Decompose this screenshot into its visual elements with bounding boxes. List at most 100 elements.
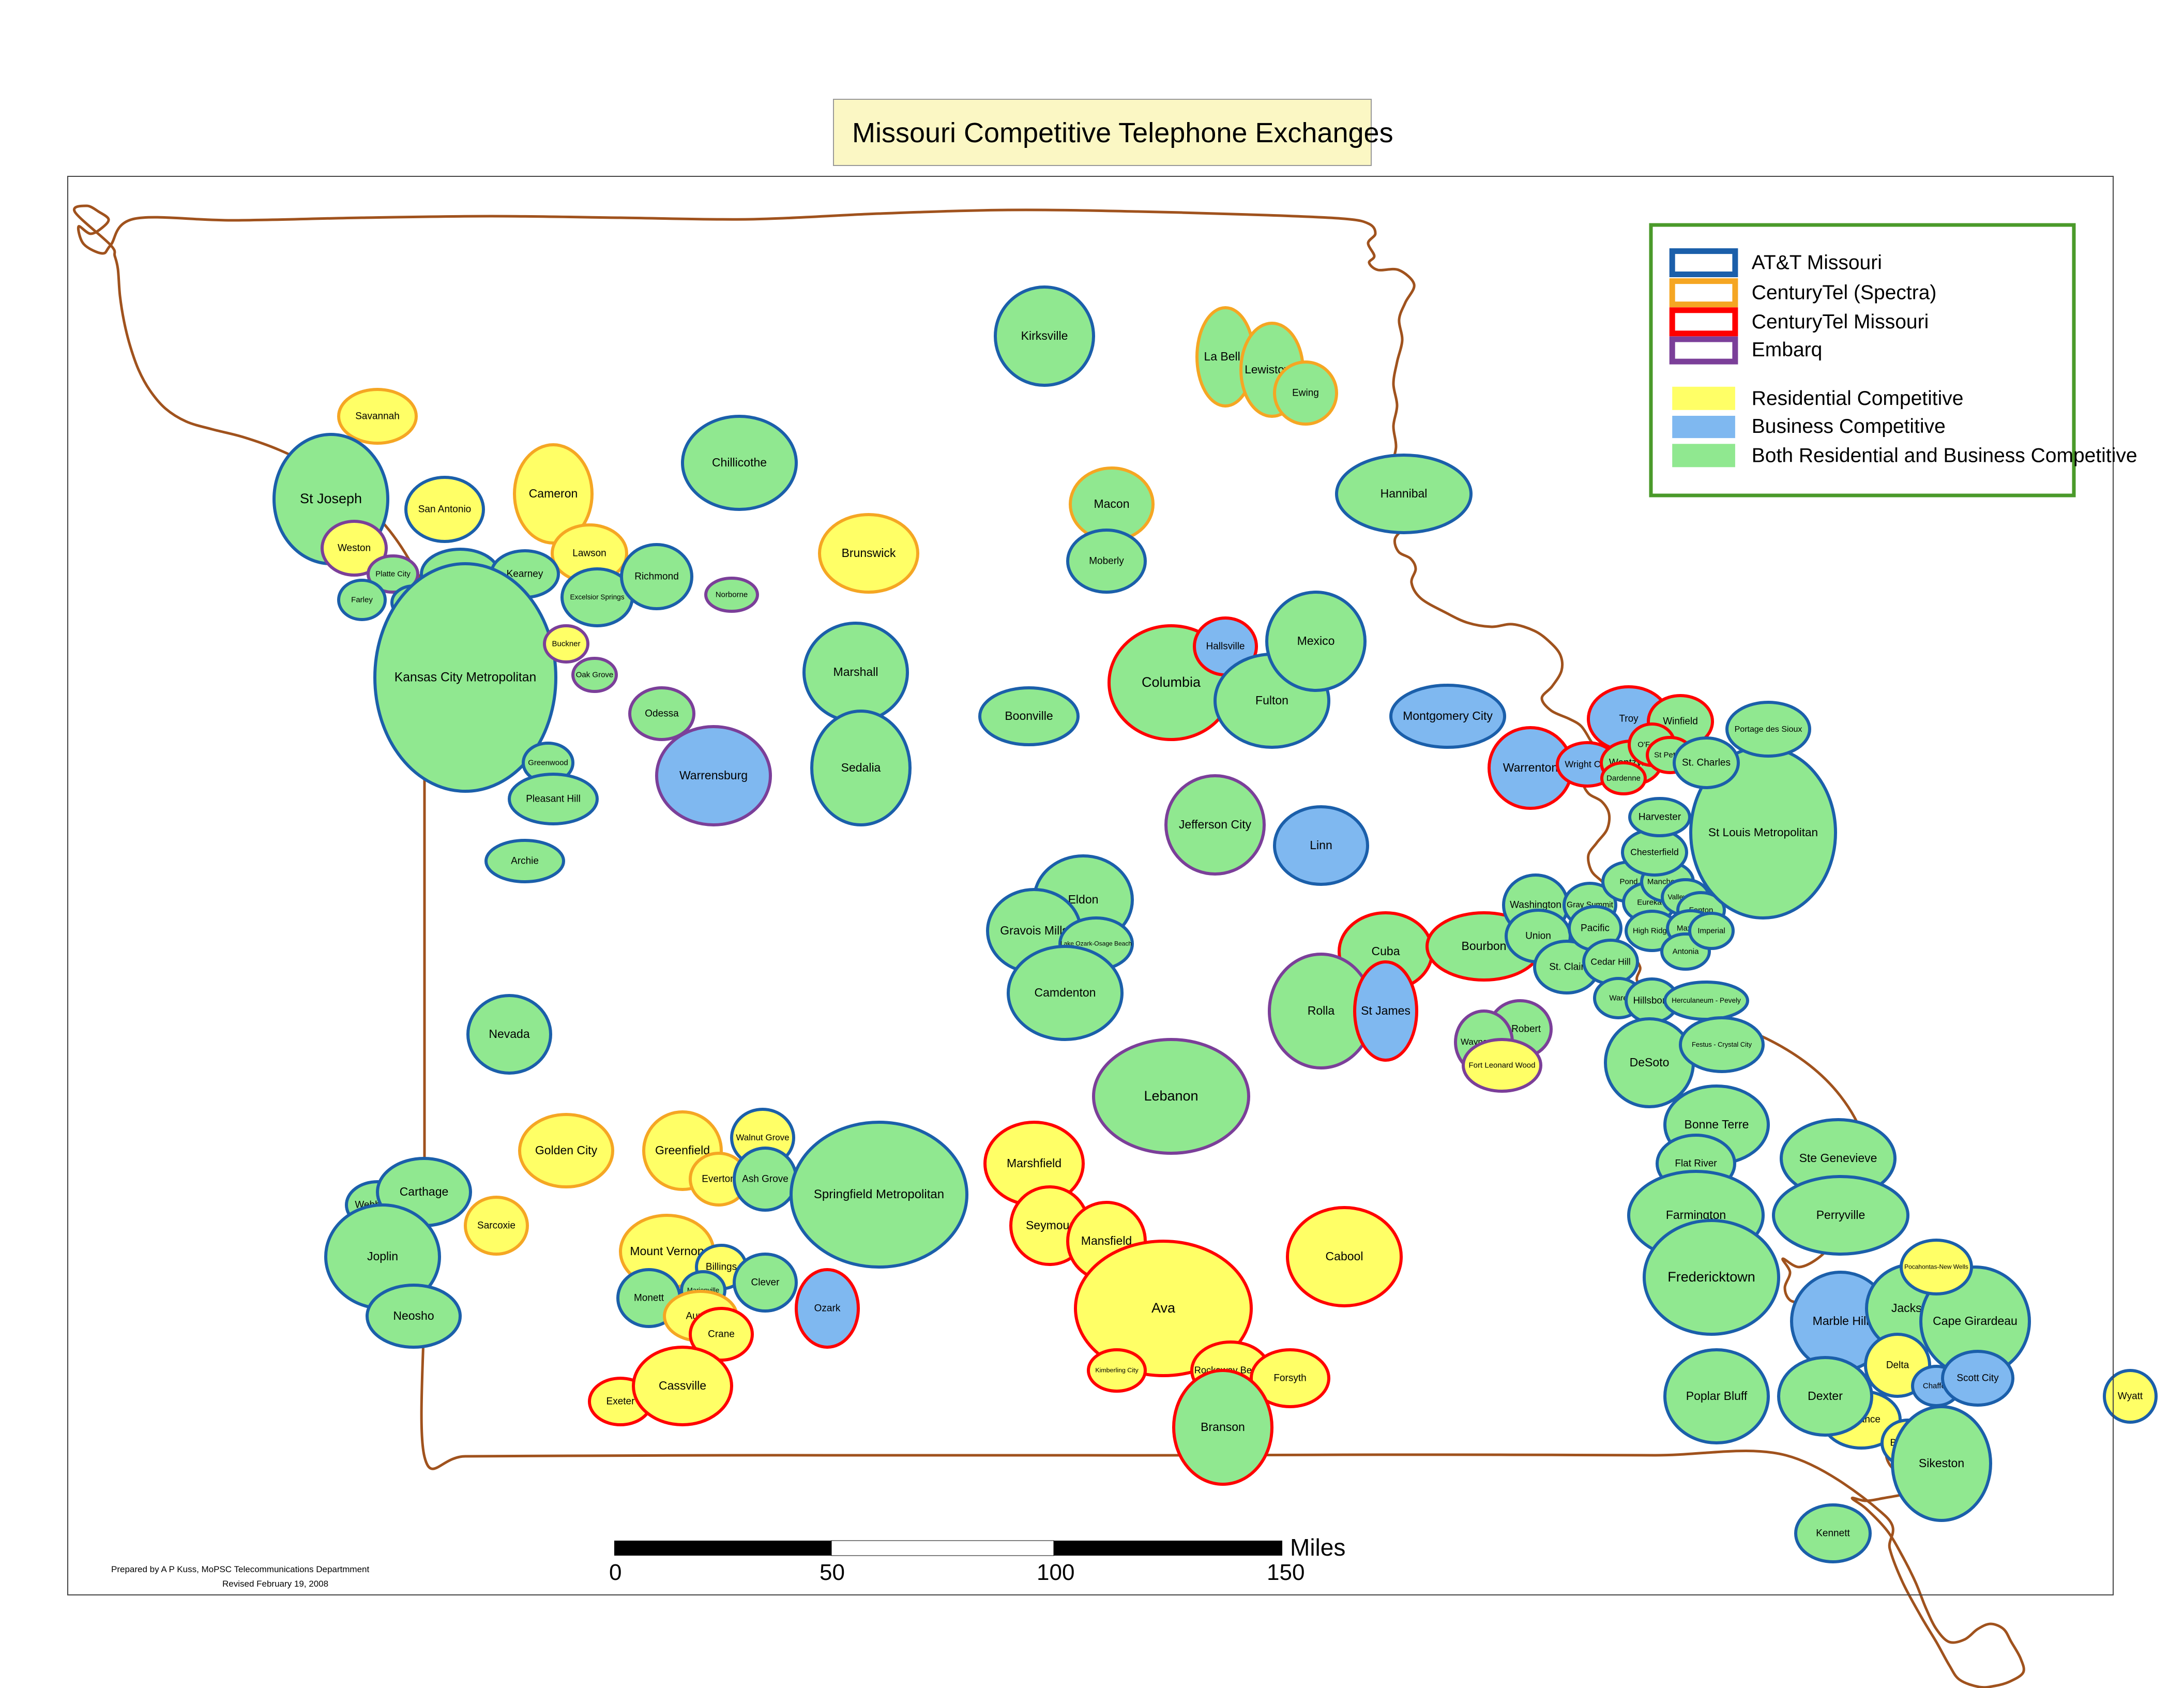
svg-text:Crane: Crane <box>708 1329 735 1340</box>
svg-text:Marshall: Marshall <box>833 665 878 679</box>
svg-text:Jefferson City: Jefferson City <box>1179 818 1252 831</box>
svg-text:Kennett: Kennett <box>1816 1528 1850 1539</box>
svg-text:Rolla: Rolla <box>1308 1004 1335 1017</box>
svg-text:50: 50 <box>820 1560 845 1585</box>
svg-text:Cabool: Cabool <box>1326 1249 1363 1263</box>
svg-text:Lebanon: Lebanon <box>1144 1088 1198 1104</box>
svg-text:Boonville: Boonville <box>1005 709 1053 722</box>
svg-text:Oak Grove: Oak Grove <box>576 671 614 680</box>
svg-text:Scott City: Scott City <box>1957 1373 1999 1384</box>
svg-text:AT&T Missouri: AT&T Missouri <box>1752 252 1882 274</box>
svg-text:High Ridge: High Ridge <box>1633 927 1671 936</box>
svg-text:Imperial: Imperial <box>1697 927 1725 936</box>
svg-text:Richmond: Richmond <box>634 571 679 582</box>
svg-text:Monett: Monett <box>634 1293 664 1304</box>
svg-text:Columbia: Columbia <box>1142 674 1201 690</box>
svg-text:Clever: Clever <box>751 1277 780 1288</box>
svg-text:Montgomery City: Montgomery City <box>1403 709 1493 722</box>
svg-text:Pacific: Pacific <box>1581 923 1610 934</box>
svg-text:Flat River: Flat River <box>1675 1158 1717 1169</box>
svg-text:Poplar Bluff: Poplar Bluff <box>1686 1389 1748 1403</box>
svg-text:Kansas City Metropolitan: Kansas City Metropolitan <box>395 670 536 684</box>
svg-text:St Louis Metropolitan: St Louis Metropolitan <box>1708 826 1818 839</box>
svg-text:DeSoto: DeSoto <box>1630 1056 1670 1069</box>
svg-text:Cuba: Cuba <box>1372 944 1400 958</box>
svg-text:Delta: Delta <box>1886 1360 1909 1371</box>
svg-text:Buckner: Buckner <box>552 640 580 649</box>
svg-text:Odessa: Odessa <box>645 709 679 719</box>
svg-text:Moberly: Moberly <box>1089 556 1124 567</box>
svg-text:Union: Union <box>1525 931 1551 942</box>
svg-text:Winfield: Winfield <box>1663 716 1698 727</box>
svg-text:Kirksville: Kirksville <box>1021 329 1068 342</box>
svg-text:0: 0 <box>609 1560 621 1585</box>
svg-text:Ewing: Ewing <box>1292 388 1319 399</box>
svg-text:Sarcoxie: Sarcoxie <box>477 1220 515 1231</box>
svg-text:CenturyTel (Spectra): CenturyTel (Spectra) <box>1752 282 1937 304</box>
svg-text:Business Competitive: Business Competitive <box>1752 415 1946 438</box>
svg-text:Bourbon: Bourbon <box>1462 939 1507 953</box>
svg-text:Cameron: Cameron <box>529 487 578 500</box>
svg-text:Ash Grove: Ash Grove <box>742 1174 788 1185</box>
svg-text:Antonia: Antonia <box>1673 947 1700 956</box>
svg-text:Residential Competitive: Residential Competitive <box>1752 387 1964 410</box>
svg-text:Portage des Sioux: Portage des Sioux <box>1735 725 1802 734</box>
svg-text:Lawson: Lawson <box>572 548 606 559</box>
svg-text:Savannah: Savannah <box>355 411 400 422</box>
svg-text:Mount Vernon: Mount Vernon <box>630 1244 704 1258</box>
svg-text:Brunswick: Brunswick <box>842 546 896 560</box>
svg-text:Golden City: Golden City <box>535 1143 598 1157</box>
svg-text:Pocahontas-New Wells: Pocahontas-New Wells <box>1904 1263 1968 1271</box>
svg-text:Warrenton: Warrenton <box>1503 761 1558 774</box>
svg-text:Farley: Farley <box>351 596 373 605</box>
svg-text:Marble Hill: Marble Hill <box>1813 1314 1869 1328</box>
svg-text:St. Charles: St. Charles <box>1682 758 1731 768</box>
svg-text:Excelsior Springs: Excelsior Springs <box>570 593 624 601</box>
svg-text:Missouri Competitive Telephone: Missouri Competitive Telephone Exchanges <box>852 117 1393 148</box>
svg-text:San Antonio: San Antonio <box>418 504 471 515</box>
svg-text:Springfield Metropolitan: Springfield Metropolitan <box>814 1187 944 1201</box>
svg-text:Exeter: Exeter <box>606 1396 635 1407</box>
svg-text:Herculaneum - Pevely: Herculaneum - Pevely <box>1672 997 1741 1004</box>
svg-text:Ozark: Ozark <box>814 1303 841 1314</box>
svg-text:Harvester: Harvester <box>1639 812 1681 823</box>
svg-text:Both Residential and Business: Both Residential and Business Competitiv… <box>1752 444 2137 466</box>
svg-text:Hallsville: Hallsville <box>1206 641 1245 652</box>
svg-text:Warrensburg: Warrensburg <box>679 768 748 782</box>
svg-text:Weston: Weston <box>338 543 371 554</box>
svg-text:Troy: Troy <box>1619 714 1639 725</box>
svg-text:Cassville: Cassville <box>659 1379 706 1392</box>
svg-text:Dexter: Dexter <box>1808 1389 1843 1403</box>
svg-text:Dardenne: Dardenne <box>1606 774 1641 783</box>
svg-text:Gravois Mills: Gravois Mills <box>1000 924 1068 937</box>
svg-text:Joplin: Joplin <box>367 1249 398 1263</box>
svg-text:Pleasant Hill: Pleasant Hill <box>526 794 581 805</box>
svg-text:150: 150 <box>1267 1560 1305 1585</box>
svg-text:Platte City: Platte City <box>375 570 411 578</box>
svg-text:Archie: Archie <box>511 856 539 867</box>
svg-text:Marshfield: Marshfield <box>1007 1156 1061 1170</box>
svg-text:Seymour: Seymour <box>1026 1218 1073 1232</box>
svg-text:Neosho: Neosho <box>393 1309 434 1322</box>
svg-text:Fort Leonard Wood: Fort Leonard Wood <box>1469 1061 1536 1070</box>
svg-text:Sikeston: Sikeston <box>1919 1456 1964 1470</box>
svg-text:Billings: Billings <box>706 1262 737 1273</box>
svg-text:Greenwood: Greenwood <box>528 759 568 767</box>
svg-text:100: 100 <box>1037 1560 1074 1585</box>
svg-text:Linn: Linn <box>1310 838 1332 852</box>
svg-text:Perryville: Perryville <box>1816 1208 1866 1222</box>
svg-text:Ste Genevieve: Ste Genevieve <box>1799 1151 1877 1165</box>
svg-text:Revised February 19, 2008: Revised February 19, 2008 <box>222 1579 328 1589</box>
svg-text:Macon: Macon <box>1094 497 1129 510</box>
svg-text:Norborne: Norborne <box>716 591 748 599</box>
svg-text:Eldon: Eldon <box>1068 893 1099 906</box>
svg-text:Fredericktown: Fredericktown <box>1667 1269 1755 1285</box>
svg-text:Chesterfield: Chesterfield <box>1630 847 1678 857</box>
svg-text:Ava: Ava <box>1151 1300 1176 1316</box>
svg-text:Chillicothe: Chillicothe <box>712 456 767 469</box>
svg-text:Mansfield: Mansfield <box>1081 1234 1132 1247</box>
svg-text:Nevada: Nevada <box>489 1027 529 1041</box>
svg-text:St. Clair: St. Clair <box>1549 962 1584 973</box>
svg-text:St James: St James <box>1361 1004 1410 1017</box>
svg-text:Bonne Terre: Bonne Terre <box>1685 1118 1749 1131</box>
